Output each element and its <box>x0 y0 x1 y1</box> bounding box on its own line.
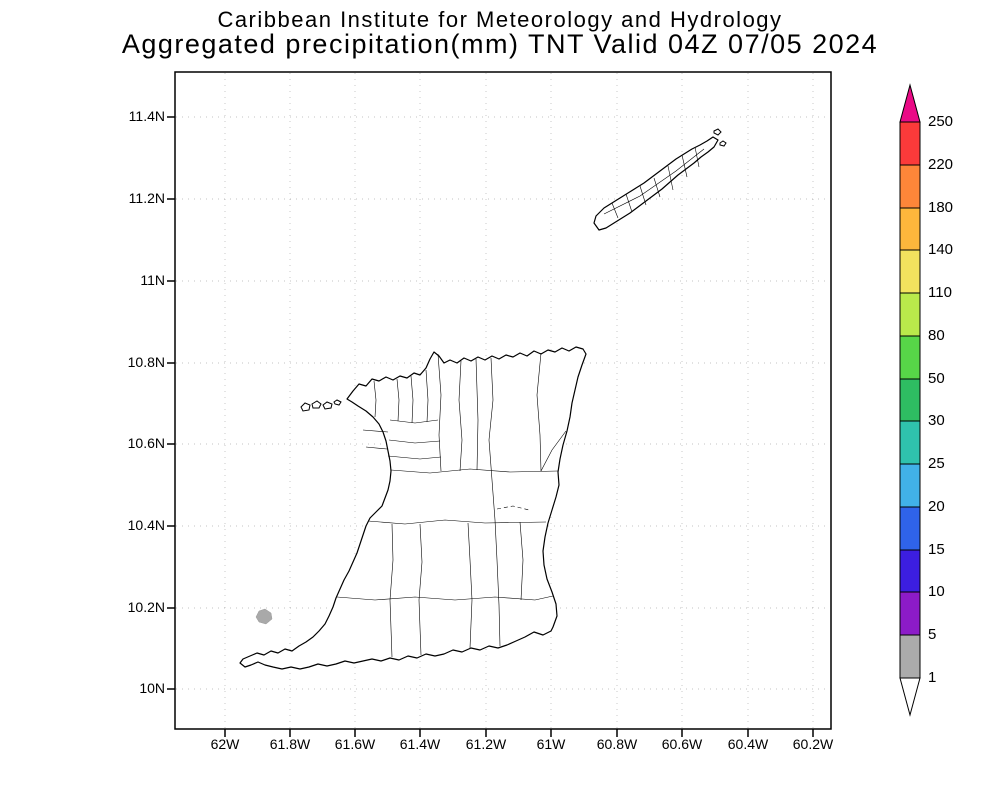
colorbar-tick-label: 10 <box>928 583 945 600</box>
colorbar-segment <box>899 164 921 209</box>
lon-tick-label: 60.2W <box>792 736 834 752</box>
colorbar-segment <box>899 249 921 294</box>
colorbar-tick-label: 80 <box>928 327 945 344</box>
trinidad-district-boundaries <box>336 352 567 658</box>
lat-tick-label: 10N <box>139 680 165 696</box>
tobago-parish-boundaries <box>603 146 705 219</box>
axis-ticks-left <box>167 116 175 690</box>
colorbar-tick-label: 1 <box>928 669 937 686</box>
colorbar <box>899 83 921 717</box>
colorbar-tick-label: 25 <box>928 455 945 472</box>
lon-tick-label: 61.6W <box>334 736 376 752</box>
axis-ticks-bottom <box>224 729 814 737</box>
tobago-islets <box>713 128 727 147</box>
colorbar-tick-label: 220 <box>928 156 954 173</box>
colorbar-tick-label: 20 <box>928 498 945 515</box>
colorbar-tick-label: 5 <box>928 626 937 643</box>
lat-tick-label: 10.4N <box>127 517 165 533</box>
lon-tick-label: 61.2W <box>465 736 507 752</box>
lon-tick-label: 60.4W <box>727 736 769 752</box>
institution-title: Caribbean Institute for Meteorology and … <box>217 7 783 32</box>
colorbar-tick-label: 180 <box>928 199 954 216</box>
colorbar-segment <box>899 335 921 380</box>
lon-tick-label: 62W <box>210 736 240 752</box>
lat-tick-label: 11.4N <box>128 108 165 124</box>
colorbar-tick-label: 15 <box>928 541 945 558</box>
colorbar-segment <box>899 121 921 166</box>
colorbar-segment <box>899 463 921 508</box>
colorbar-segment <box>899 506 921 551</box>
lon-tick-label: 61W <box>536 736 566 752</box>
lat-tick-label: 10.8N <box>127 354 165 370</box>
colorbar-tick-label: 50 <box>928 370 945 387</box>
lat-tick-label: 10.6N <box>127 435 165 451</box>
colorbar-segment <box>899 591 921 636</box>
lat-tick-label: 11N <box>140 272 165 288</box>
colorbar-under-arrow <box>899 677 921 717</box>
product-title: Aggregated precipitation(mm) TNT Valid 0… <box>121 29 879 59</box>
colorbar-segment <box>899 634 921 679</box>
lon-tick-label: 61.8W <box>269 736 311 752</box>
colorbar-tick-label: 250 <box>928 113 954 130</box>
precip-patch <box>255 608 273 625</box>
colorbar-segment <box>899 420 921 465</box>
colorbar-segment <box>899 207 921 251</box>
lon-tick-label: 61.4W <box>399 736 441 752</box>
colorbar-tick-label: 140 <box>928 241 954 258</box>
colorbar-tick-label: 30 <box>928 412 945 429</box>
bocas-islets <box>300 399 342 412</box>
colorbar-tick-label: 110 <box>928 284 952 301</box>
map-frame <box>174 71 832 730</box>
lat-tick-label: 11.2N <box>128 190 165 206</box>
latitude-gridlines <box>176 116 830 690</box>
colorbar-segment <box>899 292 921 337</box>
colorbar-segment <box>899 378 921 422</box>
lon-tick-label: 60.6W <box>661 736 703 752</box>
colorbar-segment <box>899 549 921 593</box>
lon-tick-label: 60.8W <box>596 736 638 752</box>
trinidad-coastline <box>239 346 587 670</box>
lat-tick-label: 10.2N <box>127 599 165 615</box>
colorbar-over-arrow <box>899 83 921 123</box>
